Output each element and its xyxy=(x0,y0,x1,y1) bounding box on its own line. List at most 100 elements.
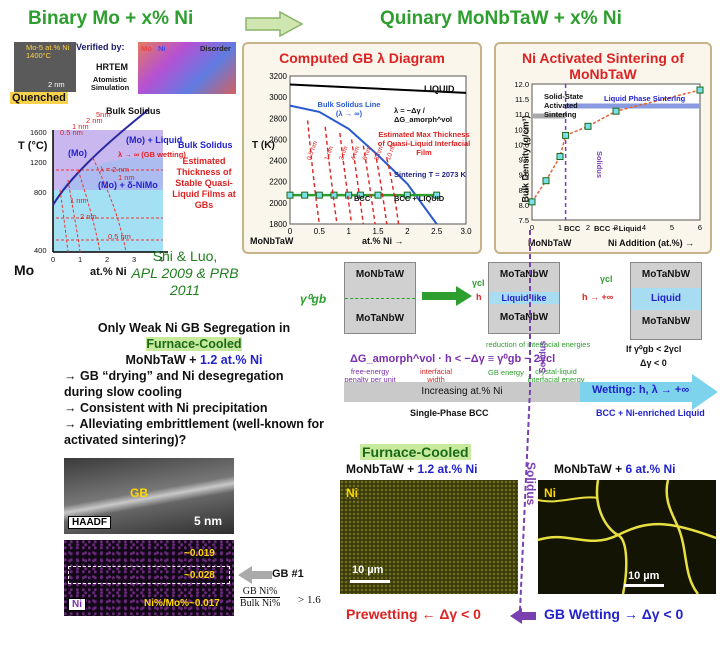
bottom-right-title: MoNbTaW + 6 at.% Ni xyxy=(554,462,675,476)
gb-lambda-label: 4 nm xyxy=(350,145,362,161)
ratio-den: Bulk Ni% xyxy=(240,598,281,609)
schematic: γ⁰gb MoNbTaW MoTaNbW MoTaNbW Liquid-like… xyxy=(300,262,720,442)
sinter-x-tick: 0 xyxy=(530,223,534,232)
gb1-label: GB #1 xyxy=(272,568,304,580)
increasing-bar: Increasing at.% Ni xyxy=(344,382,580,402)
y-tick-2: 800 xyxy=(34,188,47,197)
liquid-label: Liquid xyxy=(631,288,701,310)
bulk-solidus-right: Bulk Solidus xyxy=(178,140,233,150)
sinter-y-label: Bulk Density (g/cm³) xyxy=(520,115,531,203)
curve-label-8: 1 nm xyxy=(70,196,87,205)
sinter-solidus: Solidus xyxy=(595,150,605,179)
weak-furnace: Furnace-Cooled xyxy=(146,337,242,351)
sinter-y-tick: 11.5 xyxy=(515,95,529,104)
gb-lambda-label: 2 nm xyxy=(338,145,350,161)
gb-x-tick: 1 xyxy=(346,227,351,236)
gb-x-tick: 0 xyxy=(288,227,293,236)
bullet-1: → Consistent with Ni precipitation xyxy=(64,400,324,416)
gb-y-tick: 2000 xyxy=(269,199,287,208)
gb-sinter-point xyxy=(403,191,411,199)
legend-ni: Ni xyxy=(158,44,166,53)
micro-left-scale: 10 µm xyxy=(352,564,384,576)
bottom-left-title: MoNbTaW + 1.2 at.% Ni xyxy=(346,462,477,476)
ratio-num: GB Ni% xyxy=(240,586,281,598)
gb-x-tick: 1.5 xyxy=(372,227,384,236)
scale-bar-left xyxy=(350,580,390,583)
gb-y-tick: 2600 xyxy=(269,135,287,144)
curve-label-4: λ = 2 nm xyxy=(100,165,129,174)
gb-energy-label: GB energy xyxy=(488,368,524,377)
bottom-right-a: MoNbTaW + xyxy=(554,462,626,476)
sinter-point xyxy=(528,198,536,206)
citation-line1: Shi & Luo, xyxy=(152,248,218,264)
gb-bulk-solidus: Bulk Solidus Line (λ → ∞) xyxy=(317,100,381,118)
inset-label: Mo-5 at.% Ni 1400°C xyxy=(26,43,70,60)
simulation-image: Mo Ni Disorder xyxy=(138,42,236,94)
sinter-y-tick: 8.5 xyxy=(519,186,529,195)
sinter-point xyxy=(556,153,564,161)
bottom-right-b: 6 at.% Ni xyxy=(625,462,676,476)
y-axis-label: T (°C) xyxy=(18,140,48,152)
ratio-val: > 1.6 xyxy=(298,594,321,606)
weak-compound-b: 1.2 at.% Ni xyxy=(199,353,263,367)
bulk-solidus-top: Bulk Solidus xyxy=(106,106,161,116)
sinter-point xyxy=(584,122,592,130)
micro-right-ni: Ni xyxy=(544,486,556,500)
liquid-like-label: Liquid-like xyxy=(489,292,559,304)
gb-series-line xyxy=(289,104,438,225)
quinary-title: Quinary MoNbTaW + x% Ni xyxy=(380,8,622,29)
sinter-x-tick: 4 xyxy=(642,223,646,232)
inset-scale: 2 nm xyxy=(48,80,65,89)
haadf-gb-label: GB xyxy=(130,486,148,500)
curve-label-0: 0.5 nm xyxy=(60,128,83,137)
mo-label: Mo xyxy=(14,262,35,278)
hrtem-label: HRTEM xyxy=(96,62,128,72)
interfacial-width-label: interfacial width xyxy=(419,367,453,384)
sintering-title: Ni Activated Sintering of MoNbTaW xyxy=(521,50,685,82)
sinter-y-tick: 7.5 xyxy=(519,216,529,225)
solidus-bottom: Solidus xyxy=(524,462,538,506)
delta-gamma: Δγ < 0 xyxy=(640,358,667,368)
sinter-point xyxy=(562,131,570,139)
gamma-cl-1: γcl xyxy=(472,278,485,288)
bullet-text-1: Consistent with Ni precipitation xyxy=(79,401,268,415)
gbwetting-label: GB Wetting → Δγ < 0 xyxy=(544,606,684,622)
crystal-liquid-label: crystal-liquid interfacial energy xyxy=(527,367,585,384)
gb-sinter-point xyxy=(286,191,294,199)
curve-label-3: 5nm xyxy=(96,110,111,119)
grain-boundaries xyxy=(538,480,716,594)
ratio: GB Ni% Bulk Ni% xyxy=(240,586,281,609)
micro-right-scale: 10 µm xyxy=(628,570,660,582)
sinter-x-tick: 3 xyxy=(614,223,618,232)
y-tick-3: 400 xyxy=(34,246,47,255)
bullet-0: → GB “drying” and Ni desegregation durin… xyxy=(64,368,324,400)
region-liquid: (Mo) + Liquid xyxy=(126,135,183,145)
gb-y-tick: 3200 xyxy=(269,72,287,81)
haadf-image: GB HAADF 5 nm xyxy=(64,458,234,534)
sinter-y-tick: 10.0 xyxy=(514,140,529,149)
bcc-ni-liquid-label: BCC + Ni-enriched Liquid xyxy=(596,408,705,418)
citation-line2: APL 2009 & PRB 2011 xyxy=(131,265,239,298)
gb-sinter-point xyxy=(433,191,441,199)
sinter-x-tick: 2 xyxy=(586,223,590,232)
gb-lambda-curve xyxy=(362,145,376,225)
gb-y-tick: 2800 xyxy=(269,114,287,123)
sinter-x-start: MoNbTaW xyxy=(528,238,572,248)
box3-top: MoTaNbW xyxy=(641,269,691,280)
wetting-arrow-icon xyxy=(580,374,718,410)
box2-bottom: MoTaNbW xyxy=(499,312,549,323)
bullet-text-2: Alleviating embrittlement (well-known fo… xyxy=(64,417,324,447)
weak-line1: Only Weak Ni GB Segregation in xyxy=(97,321,291,335)
curve-label-1: 1 nm xyxy=(72,122,89,131)
x-tick-4: 4 xyxy=(159,255,164,264)
inequality: ΔG_amorph^vol · h < −Δγ ≡ γ⁰gb − 2γcl xyxy=(350,353,556,365)
binary-diagram: Mo-5 at.% Ni 1400°C 2 nm Verified by: HR… xyxy=(8,40,238,285)
weak-text: Only Weak Ni GB Segregation in Furnace-C… xyxy=(64,320,324,448)
micro-left-ni: Ni xyxy=(346,486,358,500)
box2-top: MoTaNbW xyxy=(499,269,549,280)
gb-y-tick: 1800 xyxy=(269,220,287,229)
ni-map-image: ~0.019 ~0.028 Ni%/Mo%~0.017 Ni xyxy=(64,540,234,616)
gb-x-label: at.% Ni → xyxy=(362,236,404,246)
sinter-x-label: Ni Addition (at.%) → xyxy=(608,238,695,248)
